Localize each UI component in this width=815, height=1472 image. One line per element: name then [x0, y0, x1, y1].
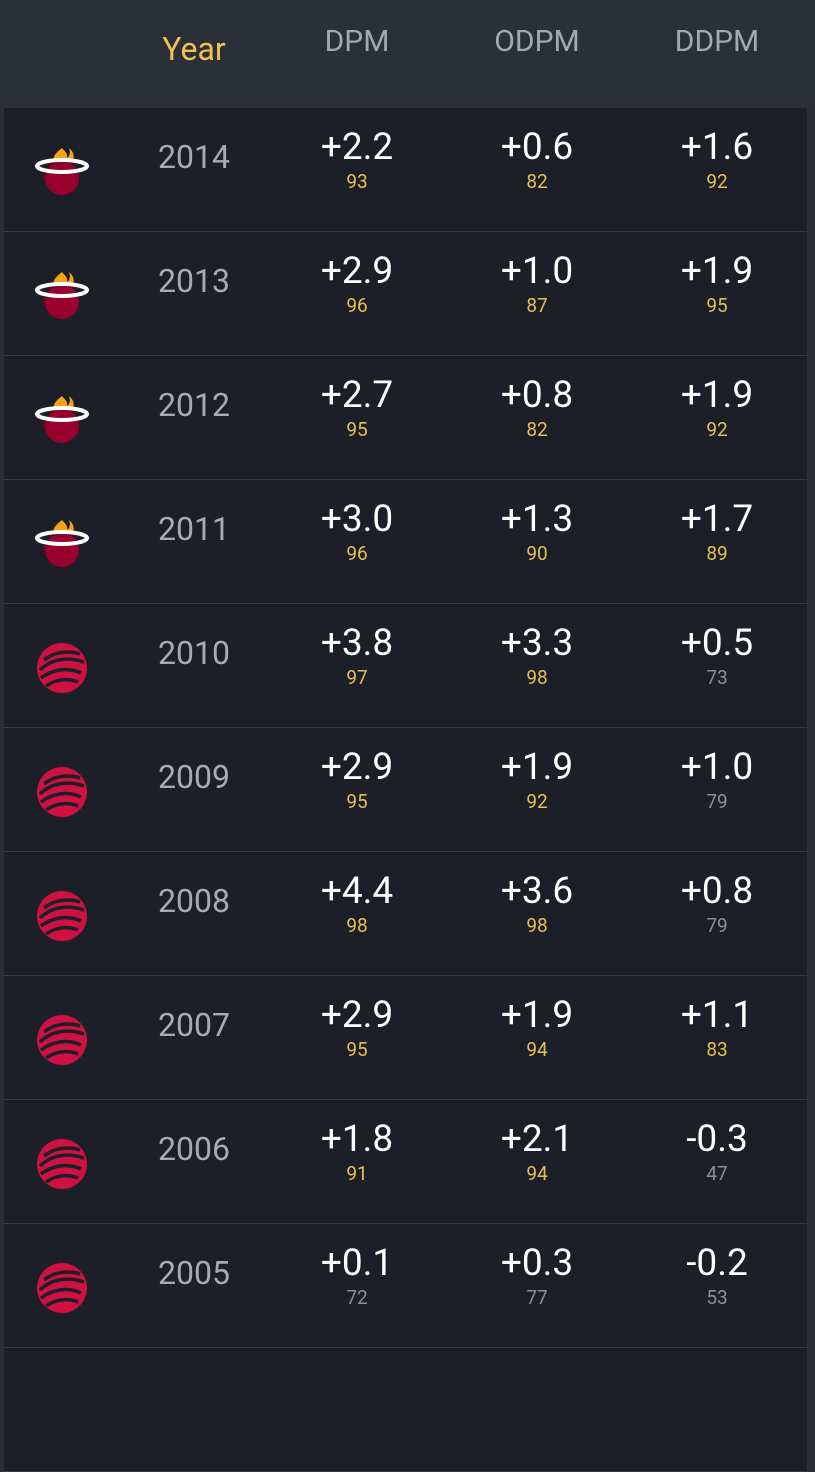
column-header[interactable]: ODPM	[494, 24, 580, 59]
percentile: 95	[346, 1038, 368, 1061]
ddpm: +1.0	[680, 746, 754, 789]
percentile: 89	[706, 542, 728, 565]
percentile: 96	[346, 294, 368, 317]
ddpm: +1.1	[680, 994, 754, 1037]
percentile: 94	[526, 1162, 548, 1185]
table-row[interactable]: 2008 +4.4 98 +3.6 98 +0.8 79	[4, 852, 807, 976]
percentile: 91	[346, 1162, 368, 1185]
table-row[interactable]: 2014 +2.2 93 +0.6 82 +1.6 92	[4, 108, 807, 232]
odpm: +1.9	[500, 746, 574, 789]
percentile: 82	[526, 170, 548, 193]
year: 2011	[158, 510, 230, 548]
year: 2010	[158, 634, 230, 672]
percentile: 82	[526, 418, 548, 441]
percentile: 97	[346, 666, 368, 689]
percentile: 77	[526, 1286, 548, 1309]
ddpm: +1.7	[680, 498, 754, 541]
ddpm: +0.5	[680, 622, 754, 665]
percentile: 94	[526, 1038, 548, 1061]
year: 2006	[158, 1130, 230, 1168]
dpm: +1.8	[320, 1118, 394, 1161]
team-logo	[34, 268, 90, 324]
percentile: 98	[526, 914, 548, 937]
team-logo	[34, 516, 90, 572]
dpm: +2.9	[320, 994, 394, 1037]
percentile: 53	[706, 1286, 728, 1309]
table-row[interactable]: 2006 +1.8 91 +2.1 94 -0.3 47	[4, 1100, 807, 1224]
ddpm: +1.6	[680, 126, 754, 169]
percentile: 79	[706, 914, 728, 937]
table-row[interactable]: 2005 +0.1 72 +0.3 77 -0.2 53	[4, 1224, 807, 1348]
odpm: +0.8	[500, 374, 574, 417]
team-logo	[34, 1012, 90, 1068]
column-header[interactable]: DDPM	[674, 24, 760, 59]
team-logo	[34, 1136, 90, 1192]
table-row[interactable]: 2007 +2.9 95 +1.9 94 +1.1 83	[4, 976, 807, 1100]
ddpm: +1.9	[680, 250, 754, 293]
table-row[interactable]: 2012 +2.7 95 +0.8 82 +1.9 92	[4, 356, 807, 480]
dpm: +4.4	[320, 870, 394, 913]
percentile: 47	[706, 1162, 728, 1185]
percentile: 96	[346, 542, 368, 565]
dpm: +2.9	[320, 250, 394, 293]
percentile: 79	[706, 790, 728, 813]
odpm: +1.0	[500, 250, 574, 293]
percentile: 95	[346, 418, 368, 441]
percentile: 98	[346, 914, 368, 937]
year: 2008	[158, 882, 230, 920]
percentile: 98	[526, 666, 548, 689]
year: 2005	[158, 1254, 230, 1292]
dpm: +0.1	[320, 1242, 394, 1285]
dpm: +2.2	[320, 126, 394, 169]
ddpm: -0.2	[686, 1242, 748, 1285]
team-logo	[34, 144, 90, 200]
table-row[interactable]: 2010 +3.8 97 +3.3 98 +0.5 73	[4, 604, 807, 728]
table-row[interactable]: 2013 +2.9 96 +1.0 87 +1.9 95	[4, 232, 807, 356]
percentile: 95	[706, 294, 728, 317]
percentile: 92	[526, 790, 548, 813]
team-logo	[34, 392, 90, 448]
dpm: +2.7	[320, 374, 394, 417]
percentile: 72	[346, 1286, 368, 1309]
table-row[interactable]: 2011 +3.0 96 +1.3 90 +1.7 89	[4, 480, 807, 604]
year: 2014	[158, 138, 230, 176]
team-logo	[34, 640, 90, 696]
team-logo	[34, 888, 90, 944]
percentile: 93	[346, 170, 368, 193]
percentile: 92	[706, 170, 728, 193]
table-row[interactable]: 2009 +2.9 95 +1.9 92 +1.0 79	[4, 728, 807, 852]
year: 2013	[158, 262, 230, 300]
odpm: +1.9	[500, 994, 574, 1037]
percentile: 87	[526, 294, 548, 317]
ddpm: +1.9	[680, 374, 754, 417]
year: 2007	[158, 1006, 230, 1044]
odpm: +3.3	[500, 622, 574, 665]
odpm: +3.6	[500, 870, 574, 913]
percentile: 92	[706, 418, 728, 441]
ddpm: -0.3	[686, 1118, 748, 1161]
ddpm: +0.8	[680, 870, 754, 913]
percentile: 73	[706, 666, 728, 689]
odpm: +0.3	[500, 1242, 574, 1285]
odpm: +1.3	[500, 498, 574, 541]
percentile: 83	[706, 1038, 728, 1061]
percentile: 95	[346, 790, 368, 813]
table-row	[4, 1348, 807, 1472]
odpm: +0.6	[500, 126, 574, 169]
team-logo	[34, 764, 90, 820]
dpm: +3.0	[320, 498, 394, 541]
dpm: +2.9	[320, 746, 394, 789]
column-header[interactable]: DPM	[324, 24, 390, 59]
table-header: Year DPM ODPM DDPM	[0, 0, 815, 107]
column-header[interactable]: Year	[162, 30, 226, 68]
odpm: +2.1	[500, 1118, 574, 1161]
team-logo	[34, 1260, 90, 1316]
percentile: 90	[526, 542, 548, 565]
year: 2009	[158, 758, 230, 796]
year: 2012	[158, 386, 230, 424]
dpm: +3.8	[320, 622, 394, 665]
